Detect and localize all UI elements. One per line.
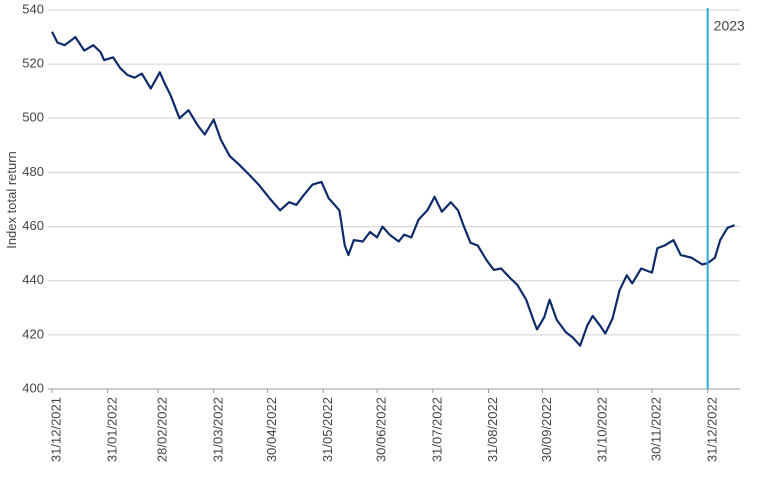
line-series — [51, 31, 735, 347]
x-tick-label: 30/06/2022 — [374, 397, 389, 462]
y-axis-label: Index total return — [4, 151, 19, 249]
y-tick-label: 460 — [22, 218, 44, 233]
x-tick-label: 31/07/2022 — [429, 397, 444, 462]
annotation-label: 2023 — [714, 18, 745, 34]
y-tick-label: 500 — [22, 110, 44, 125]
y-tick-label: 520 — [22, 56, 44, 71]
x-tick-label: 31/01/2022 — [104, 397, 119, 462]
x-tick-label: 31/12/2021 — [49, 397, 64, 462]
x-tick-label: 31/10/2022 — [595, 397, 610, 462]
x-tick-label: 30/09/2022 — [539, 397, 554, 462]
x-tick-label: 30/11/2022 — [649, 397, 664, 461]
y-tick-label: 420 — [22, 326, 44, 341]
x-tick-label: 31/05/2022 — [320, 397, 335, 462]
x-tick-label: 31/03/2022 — [210, 397, 225, 462]
x-tick-label: 31/08/2022 — [485, 397, 500, 462]
x-tick-label: 30/04/2022 — [264, 397, 279, 462]
y-tick-label: 540 — [22, 1, 44, 16]
y-tick-label: 480 — [22, 164, 44, 179]
y-tick-label: 440 — [22, 272, 44, 287]
x-tick-label: 28/02/2022 — [155, 397, 170, 462]
x-tick-label: 31/12/2022 — [704, 397, 719, 462]
y-tick-label: 400 — [22, 380, 44, 395]
